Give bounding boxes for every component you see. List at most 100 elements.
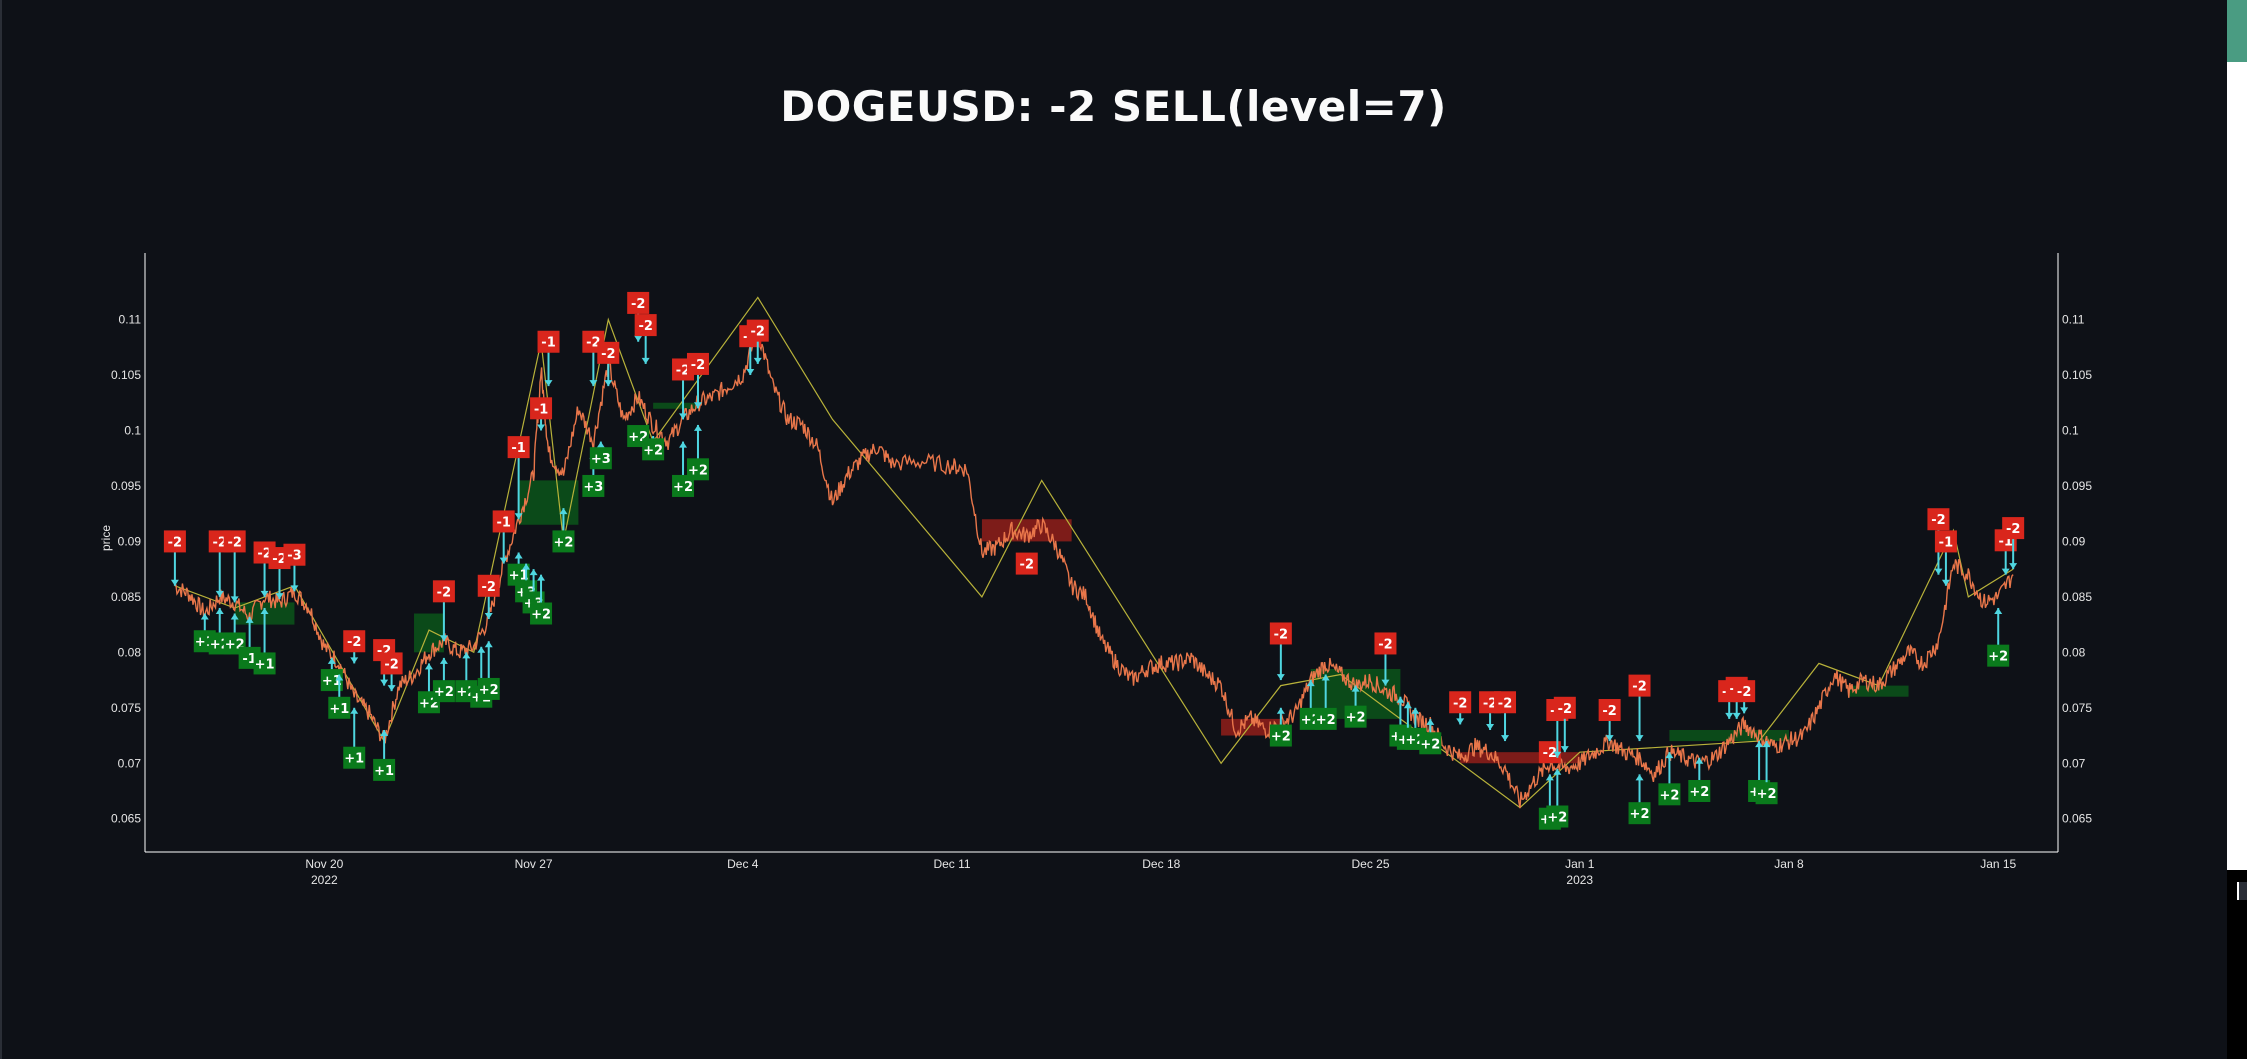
signal-badge <box>672 474 695 497</box>
buy-zone <box>653 402 698 409</box>
signal-arrow-head <box>1381 679 1390 686</box>
signal-arrow-head <box>230 613 239 620</box>
signal-arrow-head <box>2001 568 2010 575</box>
signal-label: +1 <box>322 674 342 689</box>
signal-badge <box>1269 622 1292 645</box>
signal-badge <box>343 746 366 769</box>
signal-arrow-head <box>1605 735 1614 742</box>
signal-arrow-head <box>641 357 650 364</box>
signal-arrow-head <box>1351 685 1360 692</box>
signal-label: +3 <box>591 452 611 467</box>
signal-label: -2 <box>1378 637 1392 652</box>
signal-arrow-head <box>484 613 493 620</box>
sell-signal-marker: -2 <box>380 652 403 692</box>
signal-label: -1 <box>242 652 256 667</box>
signal-arrow-head <box>1635 774 1644 781</box>
sidebar-collapse-handle[interactable] <box>2237 882 2247 900</box>
signal-label: +2 <box>1630 807 1650 822</box>
signal-label: -1 <box>534 402 548 417</box>
signal-label: -2 <box>1453 696 1467 711</box>
signal-label: -2 <box>631 297 645 312</box>
y-tick-label-right: 0.11 <box>2062 313 2085 327</box>
signal-arrow-head <box>1276 707 1285 714</box>
buy-signal-marker: +1 <box>320 657 343 692</box>
signal-badge <box>1546 805 1569 828</box>
signal-label: -2 <box>347 635 361 650</box>
signal-arrow-head <box>350 707 359 714</box>
signal-badge <box>1449 691 1472 714</box>
signal-arrow-head <box>200 613 209 620</box>
signal-arrow-head <box>559 508 568 515</box>
signal-badge <box>373 758 396 781</box>
signal-arrow-head <box>1553 751 1562 758</box>
signal-badge <box>1314 707 1337 730</box>
signal-arrow-head <box>275 593 284 600</box>
signal-label: -2 <box>1737 685 1751 700</box>
buy-signal-marker: +2 <box>477 641 500 700</box>
buy-signal-marker: +2 <box>1688 757 1711 802</box>
buy-signal-marker: +1 <box>373 729 396 781</box>
sell-signal-marker: -2 <box>1553 696 1576 753</box>
buy-signal-marker: +2 <box>1755 741 1778 805</box>
signal-arrow-head <box>484 641 493 648</box>
signal-badge <box>1598 699 1621 722</box>
signal-label: -2 <box>437 585 451 600</box>
signal-label: +1 <box>509 569 529 584</box>
signal-arrow-head <box>424 663 433 670</box>
sell-signal-marker: -2 <box>597 341 620 387</box>
signal-label: +2 <box>1988 650 2008 665</box>
signal-badge <box>343 630 366 653</box>
trend-layer <box>174 296 2014 809</box>
signal-badge <box>380 652 403 675</box>
y-tick-label-right: 0.095 <box>2062 479 2092 493</box>
signal-badge <box>552 530 575 553</box>
sidebar-scrollbar-thumb[interactable] <box>2227 0 2247 62</box>
signal-arrow-head <box>1306 680 1315 687</box>
signal-arrow-head <box>589 380 598 387</box>
signal-arrow-head <box>604 380 613 387</box>
y-tick-label-left: 0.095 <box>111 479 141 493</box>
sell-signal-marker: -2 <box>1449 691 1472 725</box>
signal-badge <box>1494 691 1517 714</box>
buy-signal-marker: +2 <box>1419 718 1442 755</box>
sell-zone <box>1221 718 1281 736</box>
signal-label: -2 <box>1543 746 1557 761</box>
signal-arrow-head <box>544 380 553 387</box>
buy-signal-marker: +2 <box>552 508 575 553</box>
signal-arrow-head <box>693 424 702 431</box>
signal-arrow-head <box>1486 723 1495 730</box>
signal-arrow-head <box>537 574 546 581</box>
sell-signal-marker: -2 <box>2002 517 2025 570</box>
signal-badge <box>477 574 500 597</box>
signal-label: -1 <box>1939 535 1953 550</box>
signal-label: +2 <box>643 443 663 458</box>
signal-arrow-head <box>260 607 269 614</box>
sell-signal-marker: -2 <box>686 352 709 409</box>
signal-arrow-head <box>679 441 688 448</box>
signal-arrow-head <box>1762 741 1771 748</box>
signal-label: -2 <box>601 347 615 362</box>
signal-label: -2 <box>638 319 652 334</box>
signal-label: -2 <box>1602 704 1616 719</box>
signal-label: -2 <box>1632 680 1646 695</box>
signal-badge <box>686 352 709 375</box>
signal-badge <box>163 530 186 553</box>
signal-arrow-head <box>350 657 359 664</box>
signal-arrow-head <box>1553 768 1562 775</box>
sell-signal-marker: -1 <box>507 436 530 520</box>
signal-label: +1 <box>344 752 364 767</box>
signal-badge <box>1344 705 1367 728</box>
signal-arrow-head <box>1665 752 1674 759</box>
buy-zone <box>1669 729 1789 742</box>
sell-signal-marker: -1 <box>537 330 560 387</box>
y-tick-label-right: 0.075 <box>2062 701 2092 715</box>
signal-label: +2 <box>1689 785 1709 800</box>
sidebar-scrollbar-track[interactable] <box>2227 0 2247 870</box>
sell-zone <box>1460 752 1580 764</box>
axes-layer: 0.065 0.065 0.07 0.07 0.075 0.075 0.08 0.08 0.08… <box>111 253 2092 887</box>
trend-line <box>174 296 2014 809</box>
buy-signal-marker: +1 <box>507 552 530 586</box>
sell-signal-marker: -2 <box>223 530 246 603</box>
x-tick-label: Dec 18 <box>1142 857 1180 871</box>
sell-signal-marker: -2 <box>432 580 455 642</box>
